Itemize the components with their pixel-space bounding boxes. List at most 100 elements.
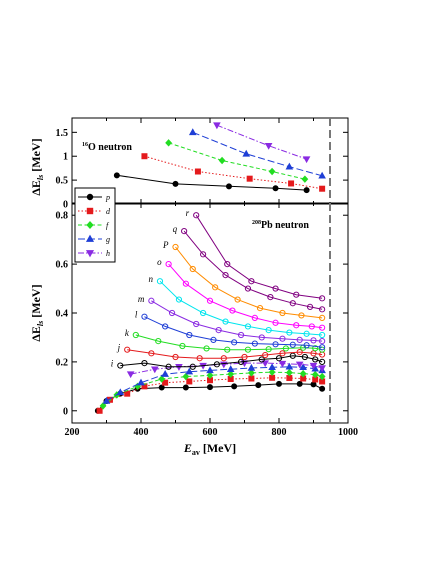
bottom-series-p-point bbox=[319, 385, 326, 392]
bottom-series-r-point bbox=[224, 261, 231, 268]
bottom-series-d bbox=[96, 374, 326, 414]
y-tick-label: 0 bbox=[63, 200, 68, 211]
bottom-series-p-point bbox=[310, 381, 317, 388]
bottom-series-n-line bbox=[159, 280, 323, 336]
bottom-series-l-point bbox=[319, 344, 326, 351]
bottom-series-m-point bbox=[168, 309, 176, 317]
bottom-series-l bbox=[141, 313, 326, 351]
bottom-series-k-point bbox=[282, 345, 289, 352]
legend-entry-g-marker bbox=[85, 234, 95, 242]
top-series-p-point bbox=[225, 183, 232, 190]
bottom-series-o-point bbox=[293, 322, 300, 329]
bottom-series-n-point bbox=[265, 327, 272, 334]
bottom-series-f-point bbox=[268, 368, 276, 376]
bottom-series-i-point bbox=[141, 360, 148, 367]
bottom-series-n-point bbox=[319, 331, 326, 339]
bottom-series-f-point bbox=[158, 375, 166, 383]
bottom-series-i-point bbox=[312, 356, 319, 363]
bottom-series-q-point bbox=[319, 306, 326, 313]
bottom-series-o-label: o bbox=[157, 257, 162, 267]
bottom-series-j-point bbox=[296, 349, 303, 356]
top-panel-title: 16O neutron bbox=[82, 142, 132, 153]
bottom-series-d-point bbox=[186, 378, 193, 385]
bottom-series-o bbox=[165, 261, 326, 331]
top-series-g-point bbox=[242, 149, 251, 157]
bottom-series-P-point bbox=[212, 284, 219, 291]
bottom-series-l-label: l bbox=[135, 310, 138, 320]
x-tick-label: 200 bbox=[65, 427, 80, 438]
bottom-series-h-point bbox=[309, 362, 318, 370]
top-series-h-line bbox=[216, 124, 307, 160]
bottom-series-g-point bbox=[206, 366, 214, 374]
x-tick-label: 800 bbox=[272, 427, 287, 438]
bottom-series-l-point bbox=[162, 323, 169, 330]
bottom-series-q-point bbox=[200, 251, 207, 258]
y-tick-label: 1.5 bbox=[56, 128, 69, 139]
bottom-series-r-line bbox=[195, 214, 323, 299]
bottom-series-l-point bbox=[210, 336, 217, 343]
bottom-series-n-point bbox=[286, 329, 293, 336]
bottom-series-P-point bbox=[172, 243, 179, 251]
legend-entry-h-marker bbox=[85, 250, 95, 258]
bottom-series-P-point bbox=[298, 312, 305, 319]
bottom-series-m bbox=[148, 297, 326, 345]
x-tick-label: 1000 bbox=[338, 427, 358, 438]
bottom-series-p-point bbox=[158, 384, 165, 391]
legend-entry-f-marker bbox=[86, 221, 94, 229]
bottom-panel-ticks: 200 400 600 800 1000 0 0.2 0.4 0.6 0.8 bbox=[56, 203, 358, 438]
bottom-series-g-point bbox=[285, 362, 294, 370]
top-series-p-point bbox=[172, 180, 179, 187]
bottom-series-m-point bbox=[215, 327, 222, 334]
legend-entry-d-marker bbox=[86, 207, 94, 215]
bottom-series-f-point bbox=[285, 368, 293, 377]
top-series-h-point bbox=[302, 156, 311, 164]
bottom-series-n-point bbox=[303, 330, 310, 337]
top-series-d-point bbox=[319, 185, 326, 192]
bottom-series-g-point bbox=[247, 363, 256, 371]
y-tick-label: 1 bbox=[63, 152, 68, 163]
top-series-d-point bbox=[246, 175, 253, 182]
top-series-d bbox=[141, 153, 326, 192]
bottom-series-f-point bbox=[99, 402, 107, 410]
top-series-g-point bbox=[318, 171, 326, 179]
bottom-series-i-point bbox=[189, 363, 196, 370]
bottom-series-m-point bbox=[319, 338, 326, 345]
bottom-series-k-point bbox=[312, 345, 319, 352]
bottom-series-g-point bbox=[137, 378, 145, 386]
bottom-series-n-point bbox=[222, 318, 229, 325]
x-tick-label: 400 bbox=[134, 427, 149, 438]
top-panel: 0 0.5 1 1.5 16O neutron ΔEls [MeV] bbox=[29, 117, 349, 211]
bottom-series-k-point bbox=[319, 346, 326, 353]
bottom-series-f-point bbox=[247, 369, 255, 377]
bottom-series-i-label: i bbox=[111, 359, 114, 369]
bottom-series-q-point bbox=[222, 272, 229, 279]
top-series-d-point bbox=[288, 180, 295, 187]
bottom-series-p-point bbox=[296, 380, 303, 387]
y-tick-label: 0.6 bbox=[56, 260, 69, 271]
bottom-series-j-point bbox=[220, 355, 227, 362]
bottom-series-r-label: r bbox=[186, 208, 190, 218]
bottom-series-g-point bbox=[185, 367, 194, 375]
bottom-series-k-point bbox=[244, 346, 252, 353]
bottom-series-P-line bbox=[175, 246, 323, 319]
bottom-series-P-label: P bbox=[162, 240, 169, 250]
bottom-series-i-point bbox=[301, 353, 308, 361]
top-series-p-point bbox=[272, 185, 279, 192]
bottom-series-g-point bbox=[299, 363, 307, 371]
bottom-series-h-point bbox=[126, 371, 135, 379]
bottom-series-l-point bbox=[186, 331, 193, 339]
bottom-series-m-point bbox=[296, 336, 303, 343]
bottom-series-j-point bbox=[172, 353, 179, 361]
top-series-f-point bbox=[301, 175, 309, 183]
top-panel-ticks: 0 0.5 1 1.5 bbox=[56, 118, 349, 211]
bottom-series-P-point bbox=[319, 314, 326, 321]
bottom-series-i-point bbox=[289, 352, 296, 359]
bottom-series-r-point bbox=[193, 212, 200, 219]
top-series-p-point bbox=[113, 172, 120, 179]
bottom-series-g-point bbox=[116, 388, 125, 396]
bottom-series-k-point bbox=[155, 338, 162, 345]
top-series-g bbox=[188, 128, 326, 179]
bottom-series-i-point bbox=[237, 358, 245, 365]
